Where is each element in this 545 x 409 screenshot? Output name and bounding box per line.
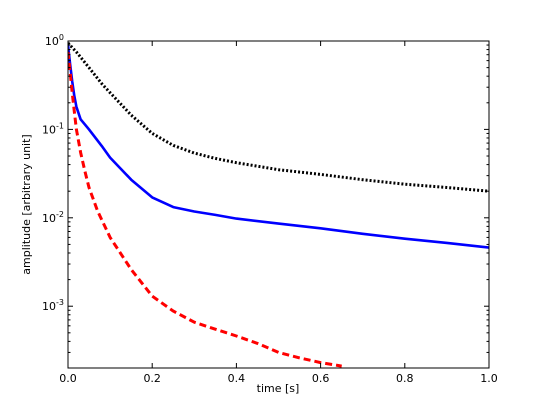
x-tick-label: 0.0	[59, 372, 77, 385]
series-layer	[68, 41, 489, 368]
x-tick-label: 1.0	[480, 372, 498, 385]
x-tick-label: 0.8	[396, 372, 414, 385]
y-axis-label: amplitude [arbitrary unit]	[20, 134, 33, 274]
x-axis-label: time [s]	[257, 382, 300, 395]
plot-frame	[67, 40, 490, 369]
x-tick-label: 0.2	[143, 372, 161, 385]
x-tick-label: 0.4	[228, 372, 246, 385]
series-line-2	[68, 44, 489, 249]
y-tick-label: 100	[45, 33, 64, 48]
y-tick-label: 10-1	[42, 121, 64, 136]
y-tick-label: 10-3	[42, 298, 64, 313]
series-line-1	[68, 41, 489, 193]
x-tick-label: 0.6	[312, 372, 330, 385]
labels-layer: 0.0 0.2 0.4 0.6 0.8 1.0 100 10-1 10-2 10-3	[42, 33, 498, 385]
y-tick-label: 10-2	[42, 210, 64, 225]
plot-area	[68, 41, 489, 368]
